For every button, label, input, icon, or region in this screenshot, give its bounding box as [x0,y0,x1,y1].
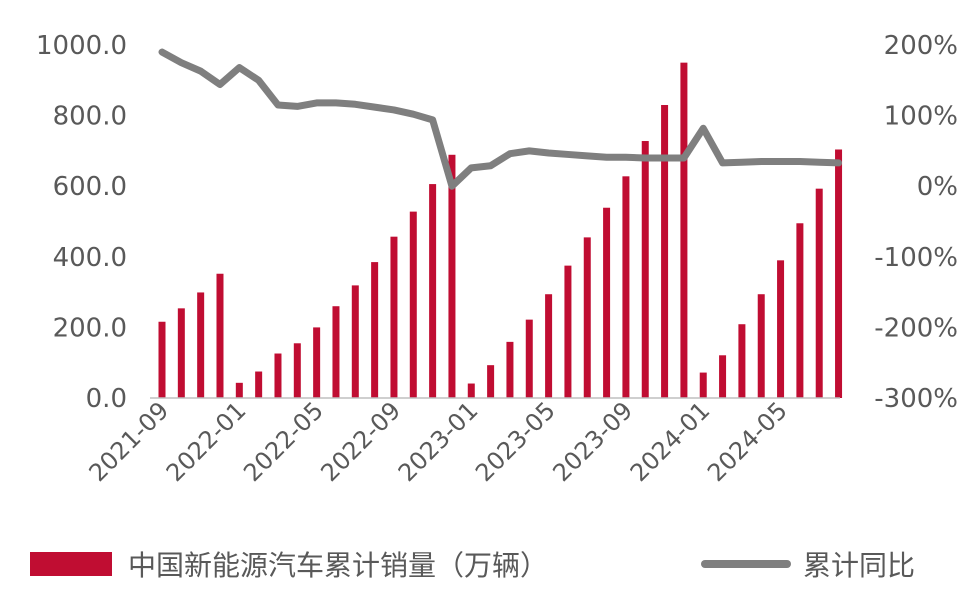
bar-2022-05 [313,327,321,398]
legend-bar-swatch [30,552,112,576]
bar-2024-01 [699,372,707,398]
bar-2021-12 [216,273,224,398]
x-tick-label: 2022-05 [238,396,329,487]
y-right-tick-label: 100% [884,102,958,132]
bar-2022-09 [390,236,398,398]
bar-2023-09 [622,176,630,398]
bar-2023-06 [564,265,572,399]
line-cumulative-yoy [158,48,843,190]
bar-2024-06 [796,223,804,398]
bar-2023-11 [661,105,669,398]
x-tick-label: 2023-05 [470,396,561,487]
x-tick-label: 2024-01 [625,396,716,487]
bar-2024-07 [815,188,823,398]
bar-2023-04 [525,319,533,398]
bar-2022-06 [332,306,340,398]
bar-2024-03 [738,324,746,398]
bar-2022-08 [371,262,379,398]
x-tick-label: 2023-09 [547,396,638,487]
legend-bar-label: 中国新能源汽车累计销量（万辆） [128,549,548,582]
y-left-tick-label: 0.0 [86,384,127,414]
bar-2021-11 [197,292,205,398]
line-series [158,48,843,190]
bar-2023-01 [467,383,475,398]
x-tick-label: 2024-05 [702,396,793,487]
legend: 中国新能源汽车累计销量（万辆） 累计同比 [30,549,915,582]
bar-2023-12 [680,62,688,399]
bar-2022-02 [255,371,263,398]
y-left-tick-label: 400.0 [53,243,127,273]
y-left-tick-label: 600.0 [53,172,127,202]
bar-2023-08 [603,207,611,398]
y-right-tick-label: -200% [874,313,958,343]
bar-2022-04 [293,343,301,398]
x-tick-label: 2022-01 [161,396,252,487]
y-left-axis: 1000.0 800.0 600.0 400.0 200.0 0.0 [36,31,127,414]
y-right-tick-label: 200% [884,31,958,61]
bar-2023-03 [506,341,514,398]
bar-2022-03 [274,353,282,398]
bar-2024-02 [719,355,727,398]
bar-2023-07 [583,237,591,398]
bar-2022-10 [409,211,417,398]
y-right-tick-label: 0% [917,172,958,202]
y-left-tick-label: 200.0 [53,313,127,343]
x-tick-label: 2022-09 [315,396,406,487]
bar-2021-10 [177,308,185,398]
bar-2024-04 [757,294,765,398]
bar-2022-12 [448,154,456,398]
bar-2023-10 [641,141,649,398]
legend-line-label: 累计同比 [803,549,915,582]
bar-2024-08 [835,149,843,398]
bar-2024-05 [777,260,785,398]
bar-series [158,62,843,399]
x-axis: 2021-092022-012022-052022-092023-012023-… [84,396,793,487]
y-left-tick-label: 800.0 [53,102,127,132]
y-right-tick-label: -100% [874,243,958,273]
y-right-tick-label: -300% [874,384,958,414]
y-right-axis: 200% 100% 0% -100% -200% -300% [874,31,958,414]
bar-2021-09 [158,321,166,398]
x-tick-label: 2023-01 [393,396,484,487]
bar-2022-01 [235,382,243,398]
bar-2023-02 [487,365,495,398]
bar-2023-05 [545,294,553,398]
bar-2022-07 [351,285,359,398]
y-left-tick-label: 1000.0 [36,31,127,61]
bar-2022-11 [429,184,437,398]
